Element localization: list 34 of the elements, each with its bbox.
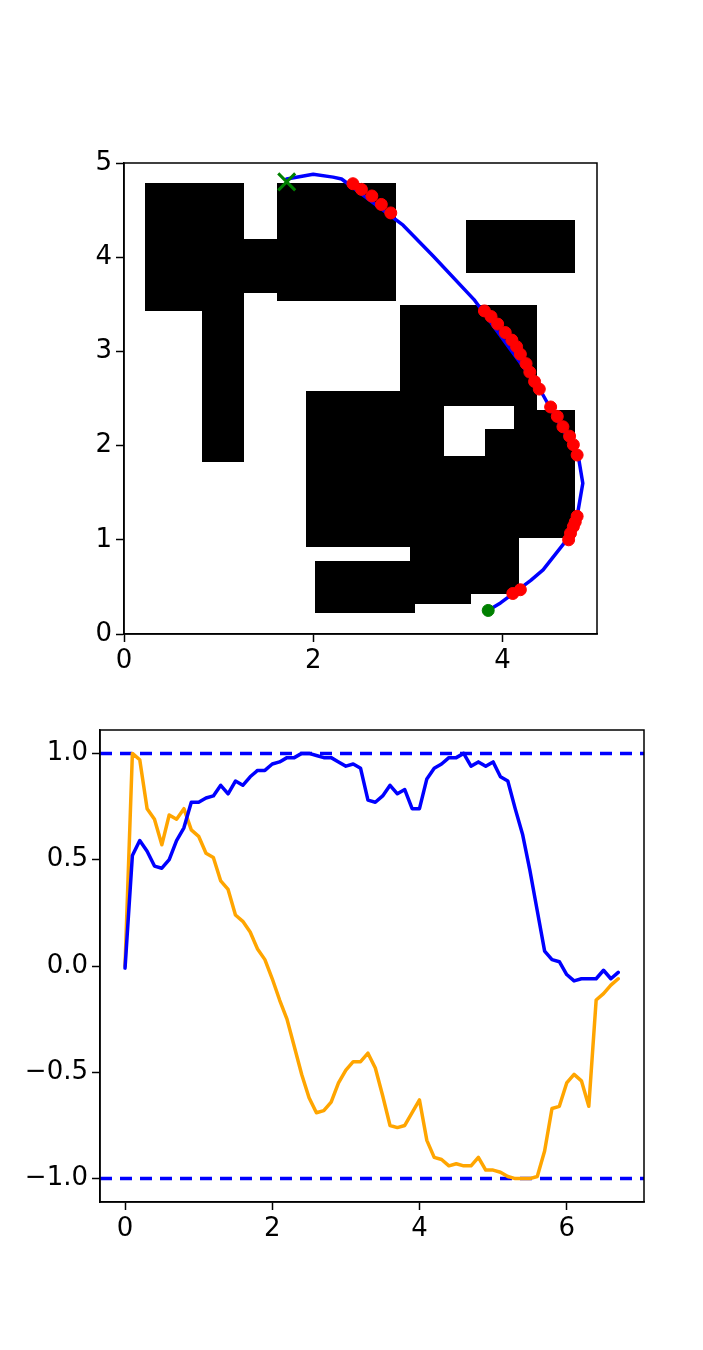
- point: [346, 177, 360, 191]
- point: [477, 304, 491, 318]
- point: [570, 509, 584, 523]
- point: [498, 326, 512, 340]
- point: [570, 448, 584, 462]
- x-tick-label: 6: [558, 1212, 575, 1243]
- point: [563, 429, 577, 443]
- y-tick-label: 4: [95, 239, 112, 270]
- x-tick-label: 0: [115, 644, 133, 675]
- point: [374, 197, 388, 211]
- point: [481, 603, 495, 617]
- point: [544, 400, 558, 414]
- y-tick-label: −1.0: [24, 1161, 88, 1192]
- x-tick-label: 2: [263, 1212, 281, 1243]
- point: [556, 420, 570, 434]
- point: [384, 206, 398, 220]
- point: [528, 375, 542, 389]
- x-tick-label: 4: [411, 1212, 428, 1243]
- x-tick-label: 0: [116, 1212, 134, 1243]
- point: [365, 189, 379, 203]
- y-tick-label: 5: [95, 145, 112, 176]
- point: [276, 171, 297, 192]
- x-tick-label: 4: [494, 644, 511, 675]
- point: [513, 583, 527, 597]
- y-tick-label: 1.0: [46, 736, 88, 767]
- y-tick-label: −0.5: [24, 1055, 88, 1086]
- y-tick-label: 0: [95, 616, 112, 647]
- x-tick-label: 2: [304, 644, 322, 675]
- y-tick-label: 3: [95, 334, 112, 365]
- point: [519, 357, 533, 371]
- y-tick-label: 0.5: [46, 842, 88, 873]
- y-tick-label: 0.0: [46, 948, 88, 979]
- y-tick-label: 1: [95, 522, 112, 553]
- y-tick-label: 2: [95, 428, 112, 459]
